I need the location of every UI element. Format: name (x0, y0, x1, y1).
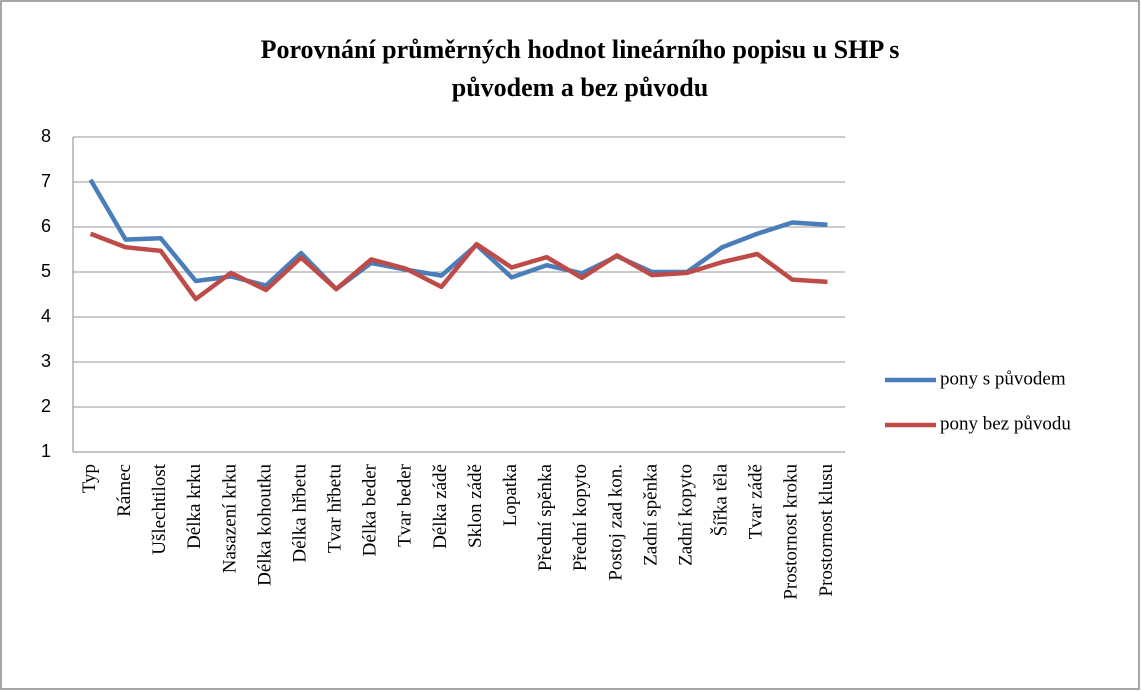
y-tick-label: 1 (41, 441, 51, 461)
x-tick-label: Délka zádě (430, 464, 451, 549)
x-tick-label: Tvar zádě (746, 464, 767, 539)
x-tick-label: Přední spěnka (535, 463, 556, 571)
x-tick-label: Rámec (114, 464, 135, 517)
y-tick-label: 6 (41, 216, 51, 236)
y-tick-label: 3 (41, 351, 51, 371)
y-tick-label: 2 (41, 396, 51, 416)
x-tick-label: Typ (79, 464, 100, 493)
y-tick-label: 5 (41, 261, 51, 281)
x-tick-label: Přední kopyto (570, 464, 591, 571)
legend-label: pony s původem (940, 368, 1066, 389)
x-tick-label: Postoj zad kon. (605, 464, 626, 581)
x-tick-label: Tvar beder (395, 463, 416, 546)
x-tick-label: Lopatka (500, 463, 521, 526)
chart-title: původem a bez původu (452, 73, 708, 102)
y-tick-label: 8 (41, 126, 51, 146)
x-tick-label: Zadní kopyto (675, 464, 696, 566)
x-tick-label: Délka krku (184, 464, 205, 549)
series-line (88, 178, 828, 292)
x-tick-label: Šířka těla (710, 463, 732, 536)
x-tick-label: Délka kohoutku (254, 464, 275, 586)
x-tick-label: Prostornost kroku (781, 464, 802, 600)
y-tick-label: 7 (41, 171, 51, 191)
x-tick-label: Délka beder (360, 463, 381, 556)
legend-label: pony bez původu (940, 413, 1071, 434)
x-tick-label: Tvar hřbetu (325, 464, 346, 554)
x-tick-label: Prostornost klusu (816, 464, 837, 597)
x-tick-label: Nasazení krku (219, 464, 240, 574)
chart-title: Porovnání průměrných hodnot lineárního p… (261, 35, 900, 64)
x-tick-label: Zadní spěnka (640, 463, 661, 565)
y-tick-label: 4 (41, 306, 51, 326)
series-line (89, 231, 828, 302)
x-tick-label: Délka hřbetu (289, 464, 310, 563)
x-tick-label: Sklon zádě (465, 464, 486, 548)
x-tick-label: Ušlechtilost (149, 463, 170, 554)
